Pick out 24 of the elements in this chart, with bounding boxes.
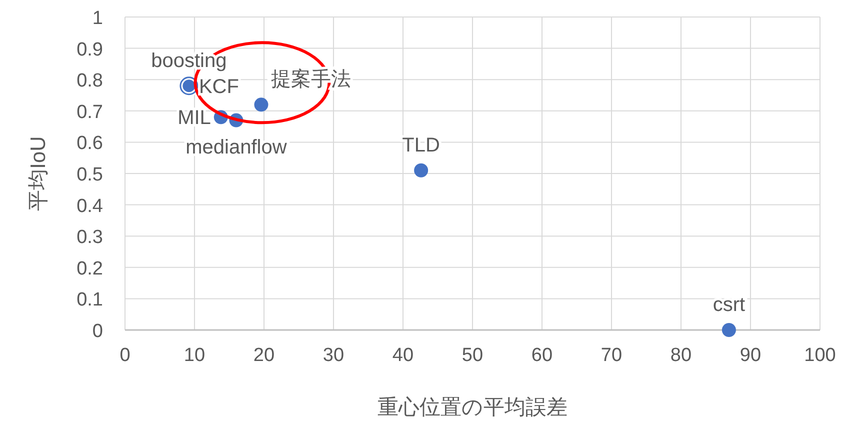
y-tick-label: 0.4	[76, 196, 104, 217]
x-tick-label: 40	[392, 345, 414, 366]
y-tick-label: 0.9	[76, 39, 103, 60]
x-tick-label: 70	[600, 345, 622, 366]
y-tick-label: 0.8	[76, 70, 103, 92]
x-tick-label: 100	[804, 345, 836, 366]
y-axis-title: 平均IoU	[27, 136, 50, 211]
x-tick-label: 20	[253, 345, 275, 366]
x-tick-label: 60	[531, 345, 553, 366]
x-tick-label: 50	[462, 345, 484, 366]
y-tick-label: 0.3	[76, 227, 103, 248]
x-tick-label: 30	[322, 345, 344, 366]
y-tick-label: 0.5	[76, 164, 103, 186]
x-axis-title: 重心位置の平均誤差	[378, 396, 568, 419]
x-tick-label: 80	[670, 345, 692, 366]
x-tick-label: 10	[184, 345, 206, 366]
y-tick-label: 0.2	[76, 258, 103, 280]
y-tick-label: 0.1	[76, 290, 103, 311]
x-tick-label: 90	[740, 345, 762, 366]
y-tick-label: 0.6	[76, 133, 103, 154]
x-tick-label: 0	[120, 345, 130, 366]
y-tick-label: 1	[92, 8, 103, 29]
y-tick-label: 0.7	[76, 102, 103, 123]
y-tick-label: 0	[92, 321, 103, 342]
